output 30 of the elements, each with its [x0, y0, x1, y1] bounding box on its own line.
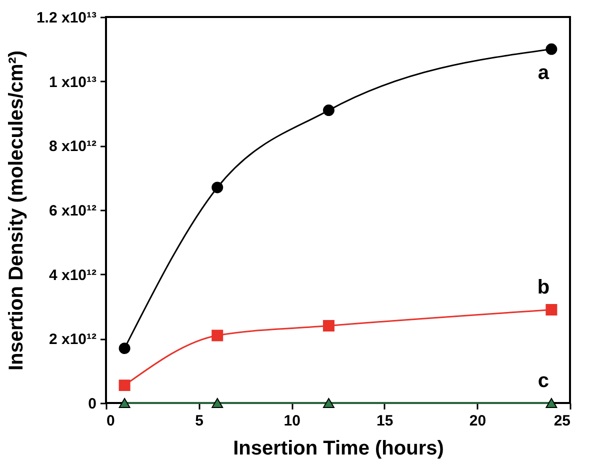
x-tick-label: 10 — [284, 412, 300, 430]
series-label: b — [537, 276, 550, 299]
y-tick-label: 2 x10¹² — [48, 331, 96, 348]
point — [546, 398, 558, 408]
x-tick-label: 5 — [195, 412, 204, 430]
x-tick-label: 20 — [469, 412, 486, 430]
y-tick-label: 0 — [88, 396, 96, 412]
point — [322, 320, 334, 332]
y-tick-label: 1.2 x10¹³ — [36, 10, 96, 26]
point — [546, 43, 558, 55]
series-label: c — [538, 370, 550, 392]
point — [118, 380, 130, 392]
point — [322, 398, 334, 408]
x-axis-title: Insertion Time (hours) — [233, 438, 444, 460]
x-tick-label: 15 — [376, 412, 394, 430]
point — [118, 398, 130, 408]
y-tick-label: 8 x10¹² — [48, 138, 96, 156]
y-tick-label: 4 x10¹² — [48, 266, 96, 284]
y-tick-label: 6 x10¹² — [48, 202, 96, 220]
point — [546, 304, 558, 316]
point — [212, 182, 224, 194]
point — [322, 104, 334, 116]
y-axis-title: Insertion Density (molecules/cm²) — [5, 50, 28, 371]
y-tick-label: 1 x10¹³ — [48, 74, 96, 91]
point — [118, 342, 130, 354]
series-label: a — [538, 62, 550, 84]
x-tick-label: 25 — [554, 412, 570, 430]
point — [212, 330, 224, 342]
point — [212, 398, 224, 408]
x-tick-label: 0 — [106, 412, 115, 430]
